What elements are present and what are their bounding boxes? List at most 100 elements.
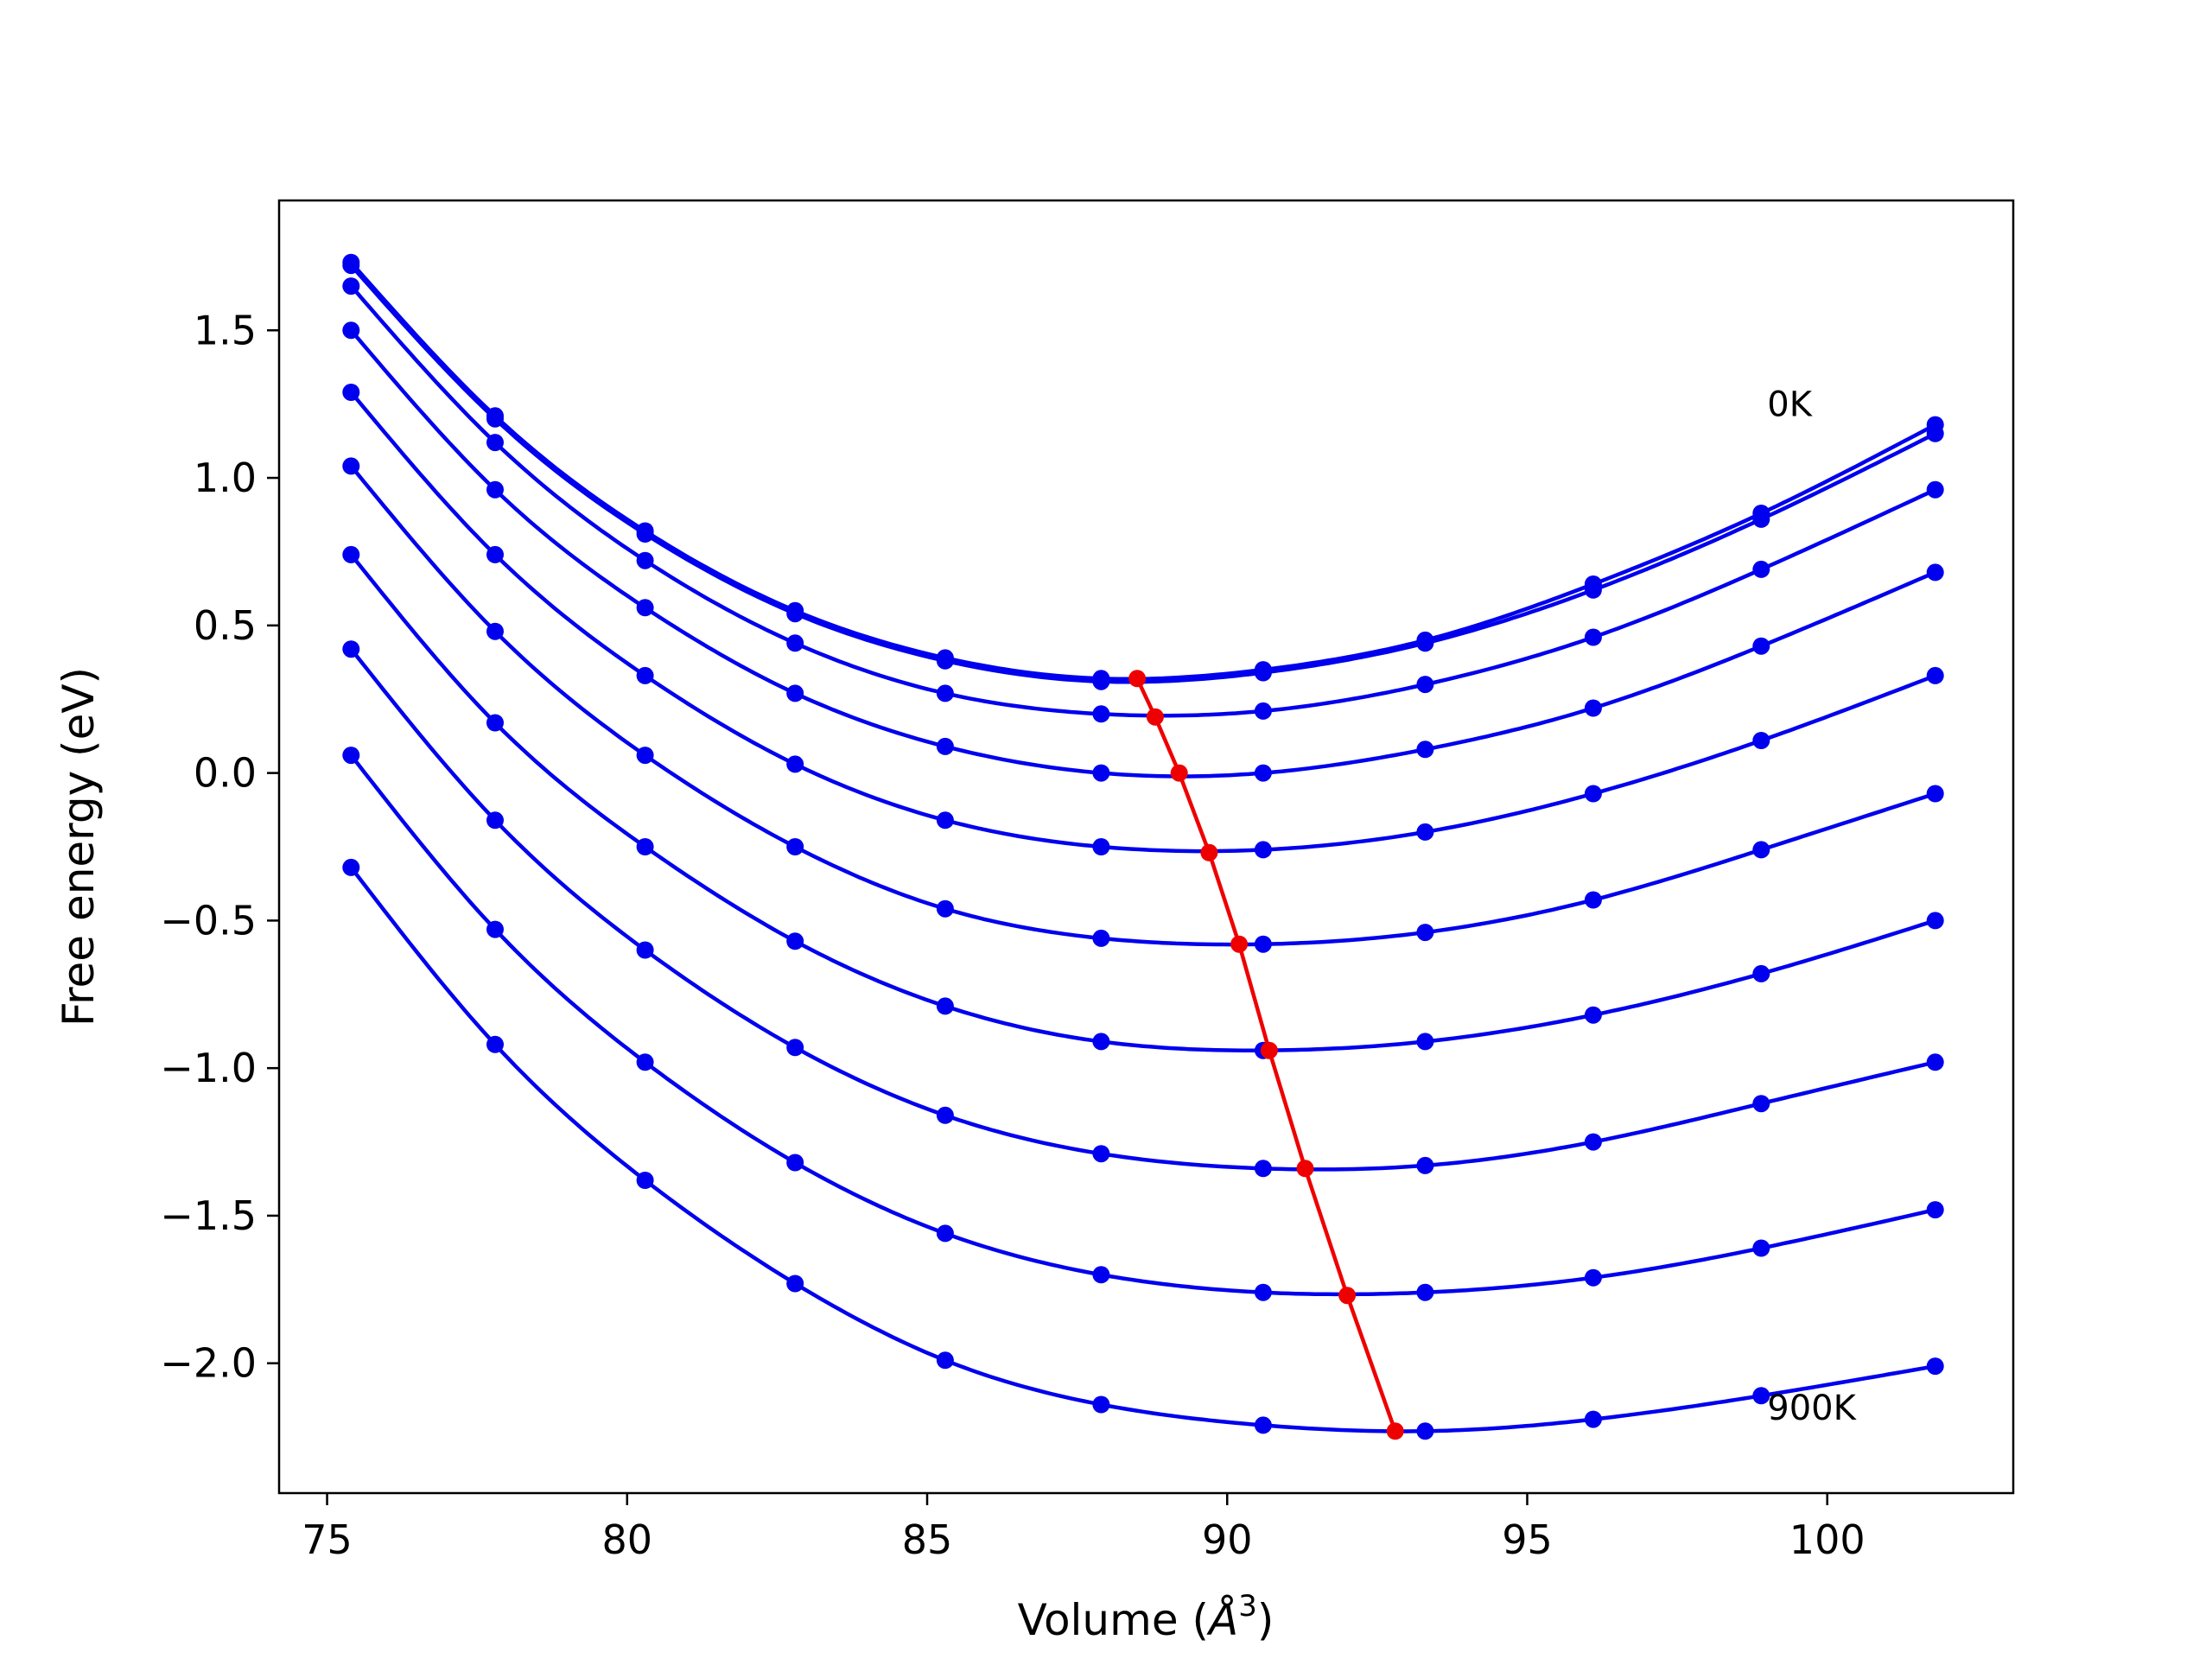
data-point xyxy=(1092,1033,1110,1051)
minimum-point xyxy=(1170,764,1188,782)
data-point xyxy=(1926,480,1944,499)
data-point xyxy=(1416,1283,1434,1301)
annotation-900K: 900K xyxy=(1767,1389,1857,1428)
plot-content xyxy=(342,253,1944,1440)
data-point xyxy=(1092,1266,1110,1284)
data-point xyxy=(786,1274,804,1293)
data-point xyxy=(342,321,360,340)
minimum-energy-series xyxy=(1128,670,1404,1440)
data-point xyxy=(342,545,360,563)
data-point xyxy=(1416,1422,1434,1440)
data-point xyxy=(786,932,804,950)
minimum-point xyxy=(1230,935,1249,953)
data-point xyxy=(936,737,954,755)
data-point xyxy=(936,1224,954,1243)
x-tick-label: 95 xyxy=(1502,1516,1553,1563)
x-tick-label: 85 xyxy=(902,1516,953,1563)
data-point xyxy=(1254,1416,1272,1434)
series-line-600K xyxy=(349,553,1936,1052)
data-point xyxy=(936,652,954,670)
series-900K xyxy=(342,858,1944,1440)
minimum-point xyxy=(1200,843,1218,861)
data-point xyxy=(1584,1006,1602,1024)
x-tick-label: 75 xyxy=(302,1516,353,1563)
series-line-700K xyxy=(349,647,1936,1172)
data-point xyxy=(1926,424,1944,442)
x-axis: 75 80 85 90 95 100 xyxy=(302,1493,1866,1563)
y-axis-label: Free energy (eV) xyxy=(54,667,104,1027)
data-point xyxy=(1926,666,1944,684)
data-point xyxy=(1416,924,1434,942)
y-tick-label: 0.0 xyxy=(194,750,257,797)
data-point xyxy=(786,755,804,773)
plot-frame xyxy=(277,199,2015,1495)
data-point xyxy=(486,545,504,563)
data-point xyxy=(1092,672,1110,690)
data-point xyxy=(1926,1201,1944,1219)
data-point xyxy=(1752,732,1770,749)
data-point xyxy=(636,666,654,684)
y-tick-label: −2.0 xyxy=(160,1340,257,1387)
data-point xyxy=(636,1172,654,1189)
series-line-500K xyxy=(349,464,1936,947)
data-point xyxy=(1584,628,1602,646)
data-point xyxy=(1416,741,1434,759)
data-point xyxy=(1254,702,1272,720)
data-point xyxy=(342,640,360,658)
data-point xyxy=(486,622,504,640)
data-point xyxy=(342,858,360,876)
x-tick-label: 100 xyxy=(1789,1516,1866,1563)
data-point xyxy=(1092,838,1110,855)
series-line-900K xyxy=(349,866,1936,1433)
data-point xyxy=(1752,1387,1770,1405)
data-point xyxy=(1092,1395,1110,1414)
minimum-point xyxy=(1386,1422,1404,1440)
data-point xyxy=(486,811,504,830)
data-point xyxy=(636,1053,654,1071)
data-point xyxy=(1926,785,1944,803)
data-point xyxy=(1752,1239,1770,1257)
data-point xyxy=(1254,664,1272,682)
data-point xyxy=(1584,581,1602,599)
data-point xyxy=(1254,1160,1272,1178)
data-point xyxy=(936,1106,954,1124)
data-point xyxy=(936,997,954,1015)
data-point xyxy=(1752,560,1770,578)
x-axis-label-prefix: Volume ( xyxy=(1018,1595,1209,1645)
data-point xyxy=(486,1035,504,1053)
y-tick-label: 1.5 xyxy=(194,307,257,353)
data-point xyxy=(1584,1133,1602,1151)
data-point xyxy=(1752,510,1770,528)
series-200K xyxy=(342,277,1944,723)
data-point xyxy=(1584,891,1602,909)
data-point xyxy=(486,480,504,499)
annotation-0K: 0K xyxy=(1767,385,1813,425)
data-point xyxy=(786,1039,804,1057)
data-point xyxy=(936,899,954,918)
data-point xyxy=(636,838,654,855)
annotations: 0K 900K xyxy=(1767,385,1857,1428)
x-axis-label-suffix: ) xyxy=(1257,1595,1274,1645)
series-line-200K xyxy=(349,284,1936,718)
data-point xyxy=(486,410,504,428)
data-point xyxy=(1926,1357,1944,1376)
data-point xyxy=(1254,764,1272,782)
data-point xyxy=(1584,1268,1602,1287)
data-point xyxy=(1752,637,1770,655)
data-point xyxy=(1254,1283,1272,1301)
data-point xyxy=(342,384,360,401)
data-point xyxy=(786,684,804,702)
series-500K xyxy=(342,457,1944,953)
minimum-point xyxy=(1296,1160,1314,1178)
data-point xyxy=(1092,929,1110,947)
data-point xyxy=(636,599,654,617)
series-800K xyxy=(342,747,1944,1301)
data-point xyxy=(936,1351,954,1370)
data-point xyxy=(1092,1145,1110,1163)
y-tick-label: 0.5 xyxy=(194,602,257,649)
series-line-800K xyxy=(349,753,1936,1297)
data-point xyxy=(1416,1156,1434,1174)
data-point xyxy=(936,811,954,830)
x-axis-label-exponent: 3 xyxy=(1238,1589,1257,1624)
